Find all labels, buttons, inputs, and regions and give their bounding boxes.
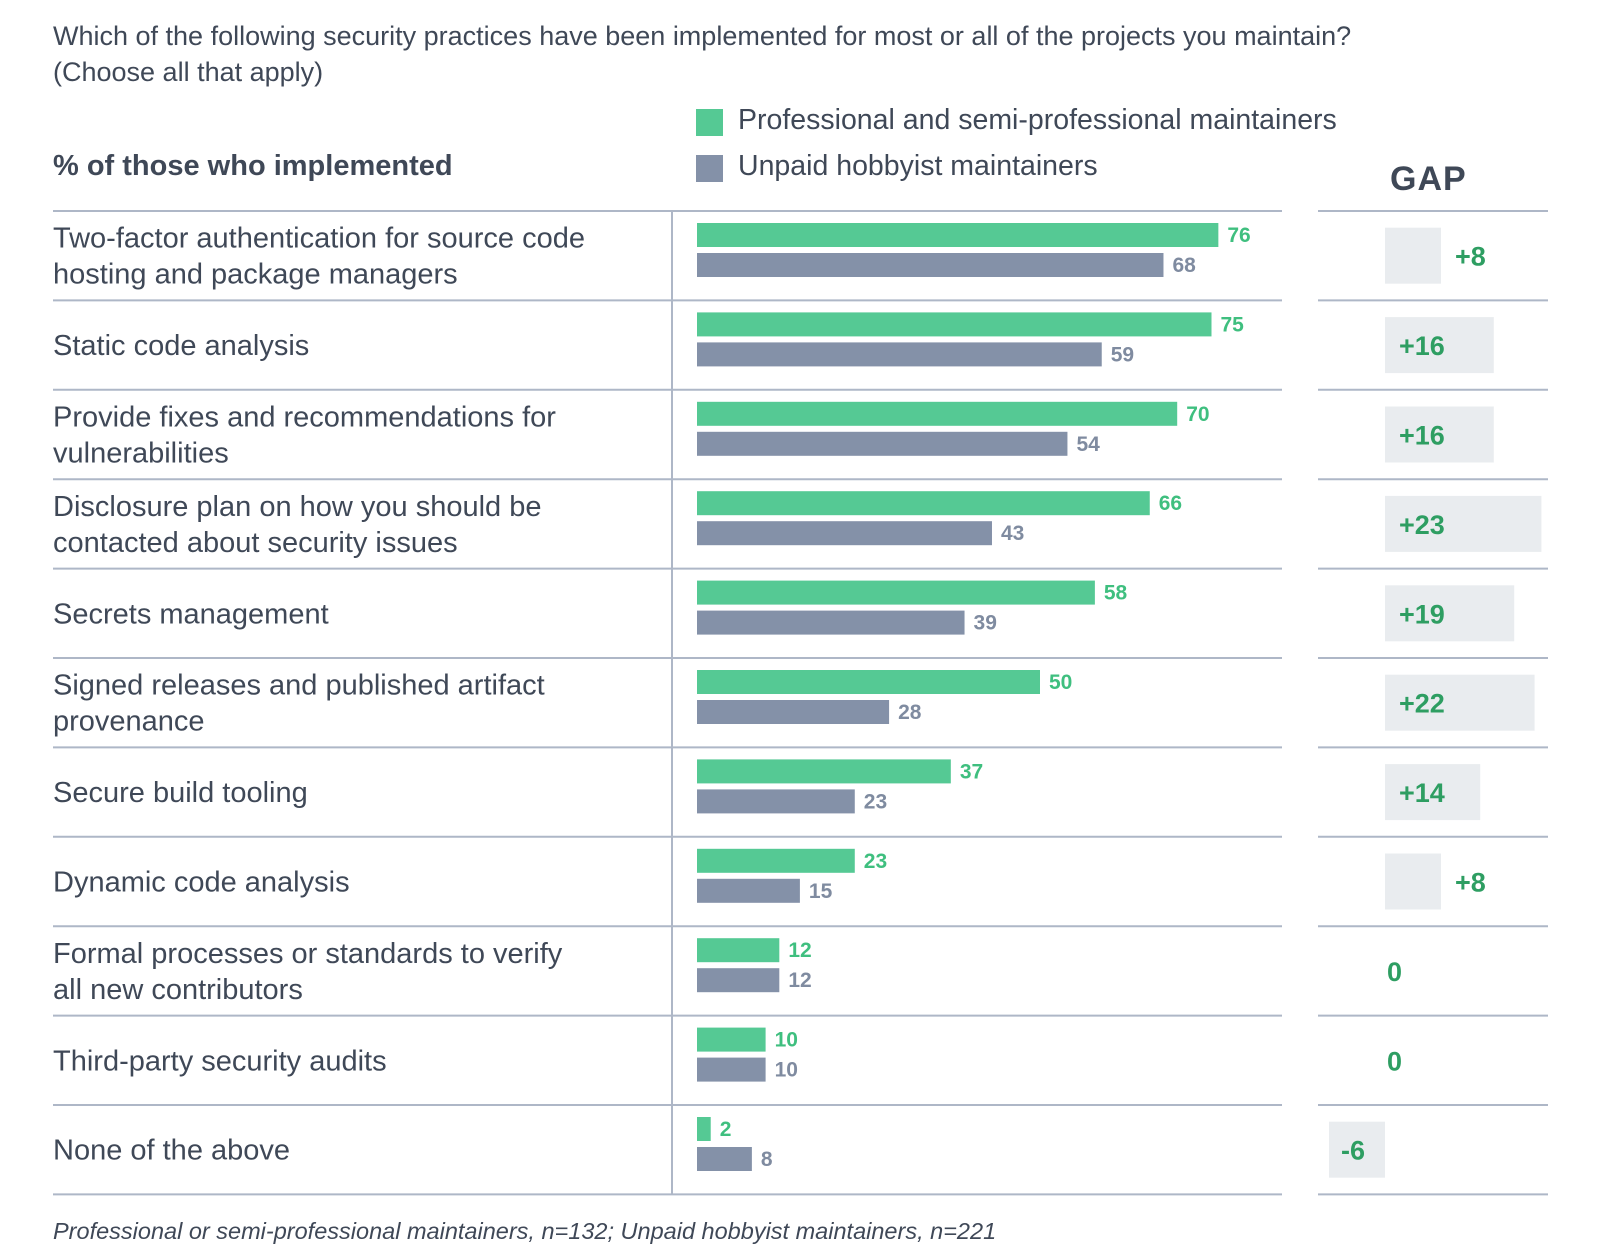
bar-professional bbox=[697, 759, 951, 784]
bar-hobbyist bbox=[697, 878, 800, 903]
question-line-1: Which of the following security practice… bbox=[53, 21, 1352, 51]
bar-professional bbox=[697, 938, 780, 963]
bar-hobbyist bbox=[697, 342, 1102, 367]
gap-label: +22 bbox=[1399, 689, 1445, 719]
gap-label: +16 bbox=[1399, 331, 1445, 361]
category-label: Two-factor authentication for source cod… bbox=[53, 223, 585, 291]
gap-label: +16 bbox=[1399, 421, 1445, 451]
question-line-2: (Choose all that apply) bbox=[53, 57, 324, 87]
bar-hobbyist bbox=[697, 431, 1068, 456]
bar-professional bbox=[697, 223, 1219, 247]
gap-label: 0 bbox=[1387, 957, 1402, 987]
value-label-hobbyist: 39 bbox=[974, 612, 997, 635]
legend-swatch-professional bbox=[696, 109, 723, 136]
value-label-professional: 23 bbox=[864, 850, 887, 873]
bar-hobbyist bbox=[697, 1147, 752, 1171]
gap-bar bbox=[1329, 1121, 1385, 1178]
value-label-hobbyist: 28 bbox=[898, 701, 922, 724]
value-label-hobbyist: 23 bbox=[864, 790, 887, 813]
value-label-hobbyist: 68 bbox=[1172, 254, 1196, 277]
value-label-professional: 37 bbox=[960, 760, 983, 783]
gap-bar bbox=[1385, 764, 1481, 821]
gap-bar bbox=[1385, 406, 1494, 463]
gap-label: +8 bbox=[1455, 868, 1486, 898]
gap-bar bbox=[1385, 853, 1441, 910]
value-label-hobbyist: 10 bbox=[775, 1059, 798, 1082]
value-label-professional: 10 bbox=[775, 1029, 798, 1052]
footnote: Professional or semi-professional mainta… bbox=[53, 1218, 997, 1244]
bar-hobbyist bbox=[697, 610, 965, 635]
category-label: Signed releases and published artifact pr… bbox=[53, 670, 545, 738]
gap-bar bbox=[1385, 674, 1535, 731]
category-label: Static code analysis bbox=[53, 330, 309, 362]
category-label: Provide fixes and recommendations for vul… bbox=[53, 402, 556, 470]
bar-hobbyist bbox=[697, 968, 780, 993]
value-label-professional: 66 bbox=[1159, 492, 1182, 515]
category-label: Disclosure plan on how you should be cont… bbox=[53, 491, 541, 559]
bar-hobbyist bbox=[697, 700, 890, 724]
category-label: Third-party security audits bbox=[53, 1045, 387, 1077]
bar-hobbyist bbox=[697, 253, 1164, 277]
gap-label: +19 bbox=[1399, 599, 1445, 629]
value-label-professional: 58 bbox=[1104, 582, 1128, 605]
bar-professional bbox=[697, 848, 855, 873]
gap-label: +14 bbox=[1399, 778, 1445, 808]
category-label: Secure build tooling bbox=[53, 777, 308, 809]
category-label: Dynamic code analysis bbox=[53, 867, 350, 899]
gap-label: +8 bbox=[1455, 242, 1486, 272]
bar-professional bbox=[697, 670, 1040, 694]
gap-label: 0 bbox=[1387, 1046, 1402, 1076]
category-label: None of the above bbox=[53, 1135, 290, 1167]
gap-label: -6 bbox=[1341, 1136, 1365, 1166]
bar-professional bbox=[697, 401, 1178, 426]
value-label-hobbyist: 54 bbox=[1076, 433, 1100, 456]
bar-professional bbox=[697, 491, 1150, 516]
bar-professional bbox=[697, 312, 1212, 337]
value-label-hobbyist: 43 bbox=[1001, 522, 1024, 545]
gap-bar bbox=[1385, 227, 1441, 284]
value-label-professional: 76 bbox=[1227, 224, 1250, 247]
category-label: Formal processes or standards to verify a… bbox=[53, 938, 563, 1006]
value-label-professional: 70 bbox=[1186, 403, 1209, 426]
bar-hobbyist bbox=[697, 1057, 766, 1082]
gap-header: GAP bbox=[1390, 160, 1467, 198]
gap-bar bbox=[1385, 317, 1494, 374]
bar-professional bbox=[697, 1027, 766, 1052]
bar-professional bbox=[697, 1117, 711, 1141]
value-label-professional: 75 bbox=[1221, 313, 1245, 336]
value-label-hobbyist: 15 bbox=[809, 880, 833, 903]
gap-bar bbox=[1385, 585, 1515, 642]
value-label-professional: 50 bbox=[1049, 671, 1072, 694]
value-label-professional: 12 bbox=[788, 939, 811, 962]
value-label-hobbyist: 12 bbox=[788, 969, 811, 992]
value-label-hobbyist: 59 bbox=[1111, 343, 1134, 366]
gap-bar bbox=[1385, 495, 1542, 552]
gap-label: +23 bbox=[1399, 510, 1445, 540]
legend-label-hobbyist: Unpaid hobbyist maintainers bbox=[738, 150, 1098, 182]
value-label-hobbyist: 8 bbox=[761, 1148, 773, 1171]
bar-hobbyist bbox=[697, 521, 992, 546]
legend-swatch-hobbyist bbox=[696, 155, 723, 182]
column-header: % of those who implemented bbox=[53, 150, 453, 182]
question-text: Which of the following security practice… bbox=[53, 18, 1553, 90]
category-label: Secrets management bbox=[53, 598, 329, 630]
legend-label-professional: Professional and semi-professional maint… bbox=[738, 104, 1337, 136]
bar-professional bbox=[697, 580, 1095, 605]
value-label-professional: 2 bbox=[720, 1118, 732, 1141]
bar-hobbyist bbox=[697, 789, 855, 814]
